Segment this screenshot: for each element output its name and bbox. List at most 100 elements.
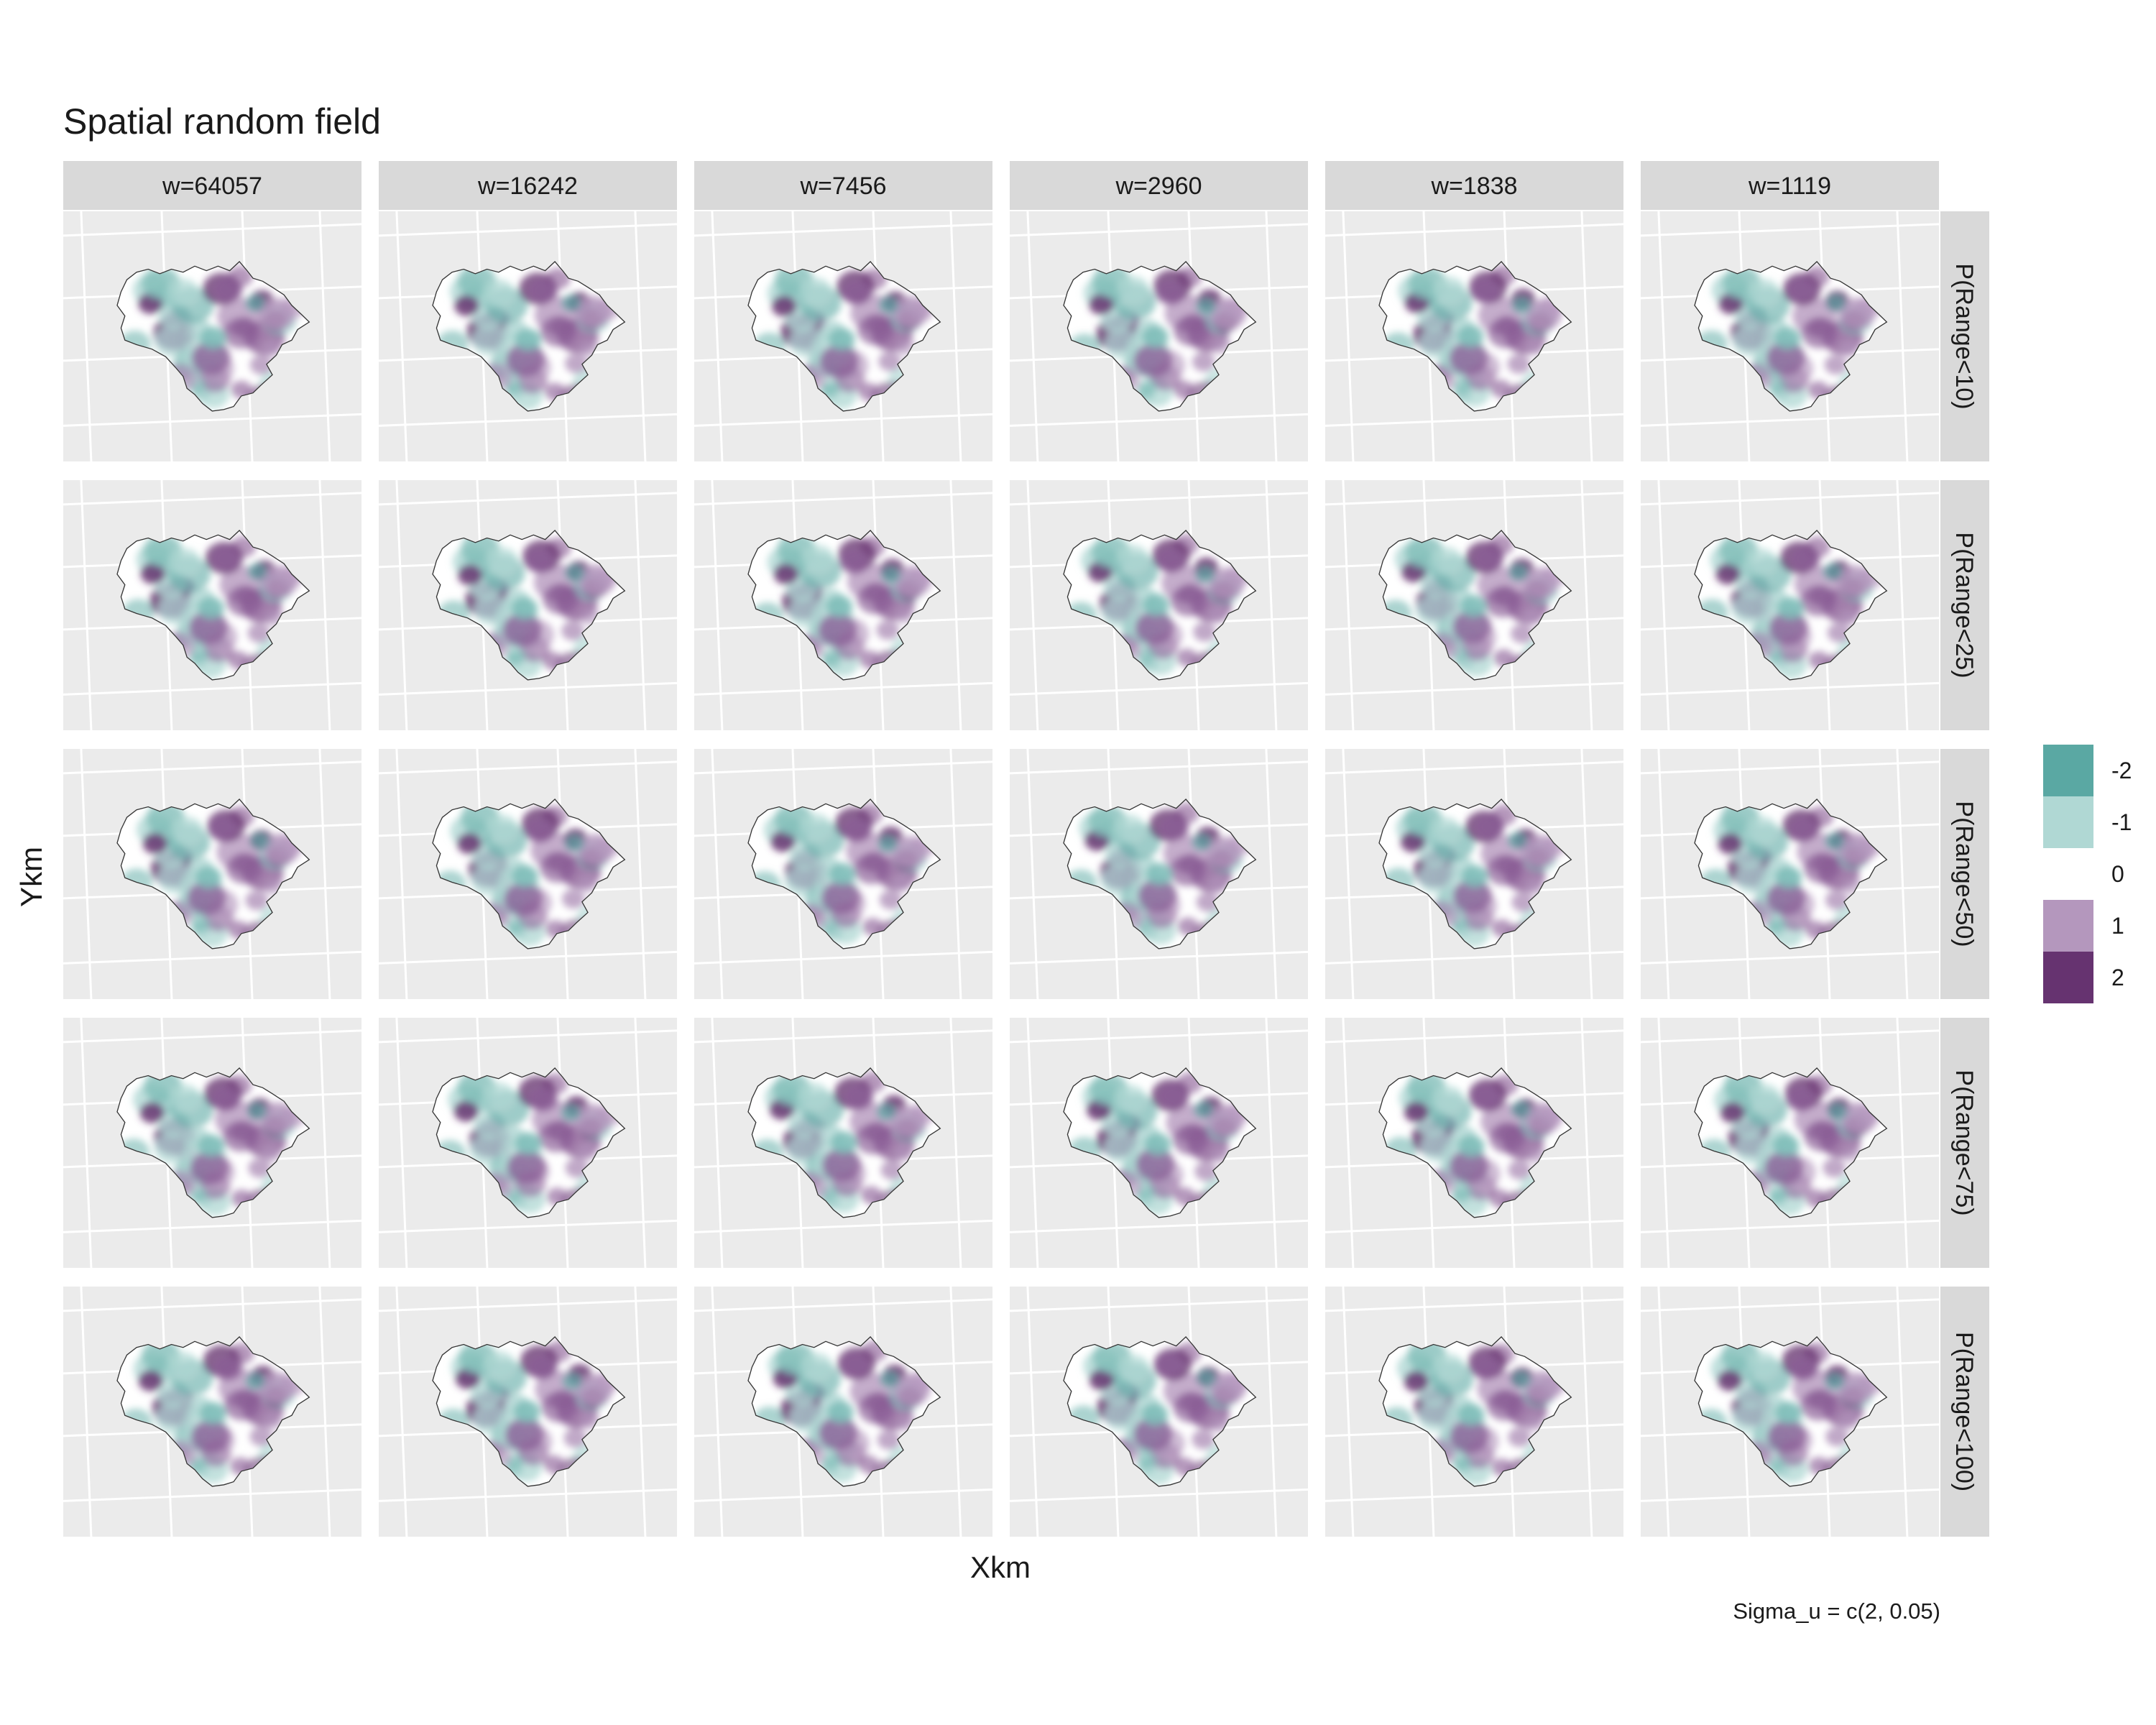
facet-panel xyxy=(1325,748,1624,1000)
country-outline xyxy=(116,799,310,949)
row-strip-label: P(Range<100) xyxy=(1950,1332,1978,1491)
column-strip-label: w=2960 xyxy=(1115,172,1202,200)
row-strip-label: P(Range<10) xyxy=(1950,263,1978,409)
country-outline xyxy=(1378,1336,1572,1487)
country-outline xyxy=(432,530,626,681)
legend-key xyxy=(2043,952,2093,1003)
facet-panel xyxy=(694,748,993,1000)
facet-panel xyxy=(1009,1017,1309,1269)
row-strip-label: P(Range<25) xyxy=(1950,532,1978,678)
country-outline xyxy=(1378,799,1572,949)
country-outline xyxy=(1694,1336,1888,1487)
facet-panel xyxy=(1325,211,1624,462)
facet-panel xyxy=(378,1286,678,1537)
country-outline xyxy=(116,1067,310,1218)
column-strip: w=2960 xyxy=(1010,161,1308,210)
facet-panel xyxy=(63,1017,362,1269)
country-outline xyxy=(116,261,310,412)
column-strip-label: w=7456 xyxy=(799,172,886,200)
x-axis-title: Xkm xyxy=(970,1550,1031,1584)
panel-gridlines xyxy=(63,1017,362,1269)
panel-gridlines xyxy=(694,748,993,1000)
country-outline xyxy=(747,530,941,681)
legend-label: -2 xyxy=(2111,758,2132,783)
country-outline xyxy=(1063,799,1257,949)
facet-panel xyxy=(1009,211,1309,462)
country-outline xyxy=(1378,1067,1572,1218)
column-strip-label: w=16242 xyxy=(477,172,578,200)
facet-panel xyxy=(1325,1017,1624,1269)
column-strip: w=16242 xyxy=(379,161,677,210)
row-strip-label: P(Range<50) xyxy=(1950,801,1978,947)
country-outline xyxy=(1694,530,1888,681)
column-strip: w=1119 xyxy=(1641,161,1939,210)
facet-panels: w=64057 w=16242 w=7456 w=2960 w=1838 w=1119 P(… xyxy=(63,161,1989,1537)
facet-panel xyxy=(694,1017,993,1269)
country-outline xyxy=(1063,261,1257,412)
legend: -2 -1 0 1 2 xyxy=(2043,745,2132,1003)
column-strip: w=1838 xyxy=(1325,161,1623,210)
row-strip: P(Range<25) xyxy=(1940,480,1989,730)
facet-panel xyxy=(63,211,362,462)
row-strip: P(Range<100) xyxy=(1940,1287,1989,1537)
facet-panel xyxy=(378,1017,678,1269)
column-strip-label: w=64057 xyxy=(162,172,262,200)
facet-panel xyxy=(378,211,678,462)
facet-panel xyxy=(1009,1286,1309,1537)
legend-label: -1 xyxy=(2111,809,2132,835)
facet-panel xyxy=(1640,211,1940,462)
facet-panel xyxy=(1640,748,1940,1000)
facet-panel xyxy=(63,748,362,1000)
legend-label: 0 xyxy=(2111,861,2124,887)
country-outline xyxy=(1063,530,1257,681)
country-outline xyxy=(432,799,626,949)
facet-panel xyxy=(378,748,678,1000)
country-outline xyxy=(747,1336,941,1487)
country-outline xyxy=(747,799,941,949)
facet-panel xyxy=(1325,479,1624,731)
column-strip: w=7456 xyxy=(694,161,992,210)
country-outline xyxy=(747,1067,941,1218)
country-outline xyxy=(747,261,941,412)
column-strip-label: w=1838 xyxy=(1430,172,1517,200)
legend-label: 2 xyxy=(2111,965,2124,990)
panel-gridlines xyxy=(63,211,362,462)
country-outline xyxy=(116,530,310,681)
chart-title: Spatial random field xyxy=(63,101,381,142)
country-outline xyxy=(432,1336,626,1487)
facet-panel xyxy=(1640,1017,1940,1269)
y-axis-title: Ykm xyxy=(14,847,48,907)
caption: Sigma_u = c(2, 0.05) xyxy=(1733,1598,1940,1624)
country-outline xyxy=(1378,261,1572,412)
facet-panel xyxy=(1325,1286,1624,1537)
column-strip: w=64057 xyxy=(63,161,361,210)
facet-panel xyxy=(1640,1286,1940,1537)
facet-panel xyxy=(1009,748,1309,1000)
country-outline xyxy=(432,261,626,412)
country-outline xyxy=(116,1336,310,1487)
country-outline xyxy=(1378,530,1572,681)
row-strip: P(Range<50) xyxy=(1940,749,1989,999)
facet-panel xyxy=(63,479,362,731)
country-outline xyxy=(432,1067,626,1218)
row-strip: P(Range<10) xyxy=(1940,211,1989,461)
facet-panel xyxy=(694,479,993,731)
row-strip: P(Range<75) xyxy=(1940,1018,1989,1268)
facet-panel xyxy=(378,479,678,731)
legend-key xyxy=(2043,745,2093,796)
facet-panel xyxy=(694,1286,993,1537)
row-strip-label: P(Range<75) xyxy=(1950,1070,1978,1215)
legend-key xyxy=(2043,796,2093,848)
facet-panel xyxy=(1009,479,1309,731)
legend-key xyxy=(2043,848,2093,900)
country-outline xyxy=(1694,799,1888,949)
legend-label: 1 xyxy=(2111,913,2124,939)
facet-panel xyxy=(63,1286,362,1537)
country-outline xyxy=(1694,261,1888,412)
legend-key xyxy=(2043,900,2093,952)
facet-panel xyxy=(694,211,993,462)
country-outline xyxy=(1063,1067,1257,1218)
country-outline xyxy=(1063,1336,1257,1487)
column-strip-label: w=1119 xyxy=(1748,172,1831,200)
